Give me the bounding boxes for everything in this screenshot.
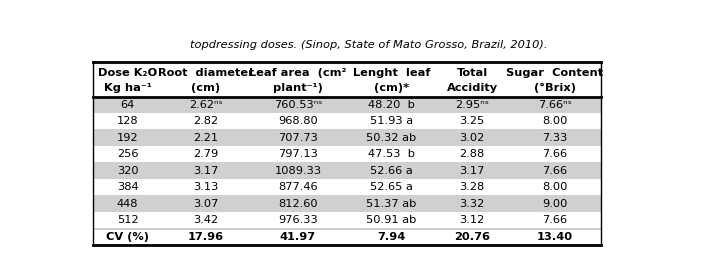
Text: Leaf area  (cm²: Leaf area (cm²	[249, 68, 346, 78]
Bar	[93, 228, 600, 245]
Text: (°Brix): (°Brix)	[534, 83, 575, 93]
Text: 51.37 ab: 51.37 ab	[366, 199, 416, 209]
Text: Lenght  leaf: Lenght leaf	[353, 68, 430, 78]
Bar	[93, 96, 600, 113]
Text: 512: 512	[117, 215, 138, 225]
Text: 52.66 a: 52.66 a	[370, 166, 413, 176]
Text: Accidity: Accidity	[446, 83, 498, 93]
Text: 2.62ⁿˢ: 2.62ⁿˢ	[189, 100, 222, 110]
Text: 7.66: 7.66	[542, 149, 567, 159]
Text: plant⁻¹): plant⁻¹)	[273, 83, 323, 93]
Text: Dose K₂O: Dose K₂O	[98, 68, 157, 78]
Text: 256: 256	[117, 149, 138, 159]
Text: 384: 384	[117, 182, 138, 192]
Text: 3.42: 3.42	[193, 215, 218, 225]
Text: 797.13: 797.13	[278, 149, 318, 159]
Text: 448: 448	[117, 199, 138, 209]
Text: 3.17: 3.17	[459, 166, 485, 176]
Text: 8.00: 8.00	[542, 182, 567, 192]
Text: 51.93 a: 51.93 a	[370, 116, 413, 126]
Text: 7.94: 7.94	[377, 232, 405, 242]
Text: 8.00: 8.00	[542, 116, 567, 126]
Bar	[93, 62, 600, 96]
Text: 52.65 a: 52.65 a	[370, 182, 413, 192]
Text: 41.97: 41.97	[280, 232, 316, 242]
Text: Total: Total	[456, 68, 488, 78]
Text: 2.82: 2.82	[193, 116, 218, 126]
Text: 3.13: 3.13	[193, 182, 218, 192]
Text: 7.33: 7.33	[542, 133, 567, 143]
Text: 50.91 ab: 50.91 ab	[366, 215, 416, 225]
Text: 50.32 ab: 50.32 ab	[366, 133, 416, 143]
Text: Root  diameter: Root diameter	[158, 68, 253, 78]
Text: 707.73: 707.73	[278, 133, 318, 143]
Text: 3.32: 3.32	[459, 199, 485, 209]
Text: topdressing doses. (Sinop, State of Mato Grosso, Brazil, 2010).: topdressing doses. (Sinop, State of Mato…	[190, 40, 548, 50]
Text: 3.28: 3.28	[459, 182, 485, 192]
Text: 128: 128	[117, 116, 138, 126]
Text: 1089.33: 1089.33	[274, 166, 321, 176]
Text: (cm)*: (cm)*	[374, 83, 409, 93]
Text: Kg ha⁻¹: Kg ha⁻¹	[104, 83, 152, 93]
Bar	[93, 146, 600, 163]
Text: 2.79: 2.79	[193, 149, 218, 159]
Text: 812.60: 812.60	[278, 199, 318, 209]
Bar	[93, 130, 600, 146]
Text: 3.02: 3.02	[459, 133, 485, 143]
Text: 2.95ⁿˢ: 2.95ⁿˢ	[455, 100, 489, 110]
Bar	[93, 212, 600, 228]
Text: 760.53ⁿˢ: 760.53ⁿˢ	[274, 100, 322, 110]
Text: 3.25: 3.25	[459, 116, 485, 126]
Text: (cm): (cm)	[192, 83, 220, 93]
Text: 17.96: 17.96	[188, 232, 224, 242]
Text: 3.07: 3.07	[193, 199, 218, 209]
Bar	[93, 113, 600, 130]
Text: 3.12: 3.12	[459, 215, 485, 225]
Text: 20.76: 20.76	[454, 232, 490, 242]
Text: 64: 64	[120, 100, 135, 110]
Text: CV (%): CV (%)	[106, 232, 149, 242]
Text: 320: 320	[117, 166, 138, 176]
Text: 968.80: 968.80	[278, 116, 318, 126]
Text: 7.66: 7.66	[542, 166, 567, 176]
Bar	[93, 196, 600, 212]
Bar	[93, 163, 600, 179]
Text: 7.66ⁿˢ: 7.66ⁿˢ	[538, 100, 572, 110]
Text: 9.00: 9.00	[542, 199, 567, 209]
Text: 47.53  b: 47.53 b	[368, 149, 415, 159]
Text: 7.66: 7.66	[542, 215, 567, 225]
Text: 13.40: 13.40	[536, 232, 572, 242]
Text: 192: 192	[117, 133, 138, 143]
Text: Sugar  Content: Sugar Content	[506, 68, 603, 78]
Bar	[93, 179, 600, 196]
Text: 2.88: 2.88	[459, 149, 485, 159]
Text: 976.33: 976.33	[278, 215, 318, 225]
Text: 48.20  b: 48.20 b	[368, 100, 415, 110]
Text: 3.17: 3.17	[193, 166, 218, 176]
Text: 2.21: 2.21	[193, 133, 218, 143]
Text: 877.46: 877.46	[278, 182, 318, 192]
